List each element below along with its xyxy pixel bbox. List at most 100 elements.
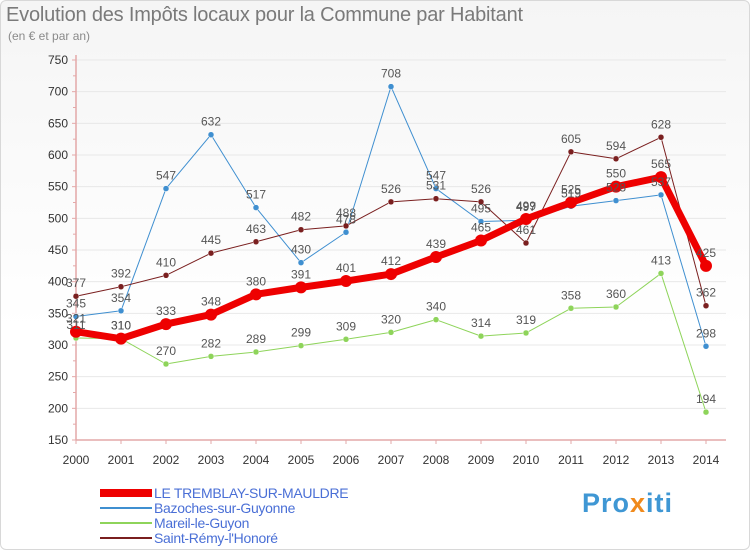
data-point bbox=[162, 272, 170, 279]
x-tick-label: 2009 bbox=[468, 453, 495, 467]
y-tick-label: 750 bbox=[48, 53, 68, 67]
data-label: 391 bbox=[291, 267, 311, 281]
x-tick-label: 2000 bbox=[63, 453, 90, 467]
data-label: 565 bbox=[651, 157, 671, 171]
data-label: 425 bbox=[696, 246, 716, 260]
data-point bbox=[342, 336, 350, 343]
y-tick-label: 600 bbox=[48, 148, 68, 162]
data-label: 298 bbox=[696, 326, 716, 340]
data-point bbox=[207, 249, 215, 257]
legend-label: Saint-Rémy-l'Honoré bbox=[154, 530, 278, 546]
logo-part-main: Pro bbox=[582, 488, 631, 518]
legend-swatch bbox=[100, 489, 152, 497]
data-point bbox=[475, 234, 487, 247]
data-label: 194 bbox=[696, 392, 716, 406]
data-label: 482 bbox=[291, 210, 311, 224]
data-label: 362 bbox=[696, 286, 716, 300]
data-point bbox=[432, 185, 440, 192]
data-label: 377 bbox=[66, 276, 86, 290]
data-label: 380 bbox=[246, 274, 266, 288]
x-tick-label: 2012 bbox=[603, 453, 630, 467]
data-label: 321 bbox=[66, 312, 86, 326]
data-label: 605 bbox=[561, 132, 581, 146]
data-label: 708 bbox=[381, 67, 401, 81]
y-tick-label: 200 bbox=[48, 401, 68, 415]
data-label: 525 bbox=[561, 183, 581, 197]
data-label: 413 bbox=[651, 253, 671, 267]
data-label: 309 bbox=[336, 319, 356, 333]
data-point bbox=[612, 303, 620, 311]
data-label: 463 bbox=[246, 222, 266, 236]
x-tick-label: 2014 bbox=[693, 453, 720, 467]
data-label: 345 bbox=[66, 297, 86, 311]
x-tick-label: 2002 bbox=[153, 453, 180, 467]
data-point bbox=[252, 348, 260, 356]
data-label: 314 bbox=[471, 316, 491, 330]
data-point bbox=[117, 283, 125, 290]
data-point bbox=[72, 292, 80, 300]
data-point bbox=[432, 195, 440, 202]
data-point bbox=[610, 180, 622, 193]
data-label: 310 bbox=[111, 319, 131, 333]
x-tick-label: 2008 bbox=[423, 453, 450, 467]
legend-label: LE TREMBLAY-SUR-MAULDRE bbox=[154, 485, 349, 501]
data-point bbox=[297, 226, 305, 233]
data-point bbox=[702, 302, 710, 309]
data-label: 270 bbox=[156, 344, 176, 358]
data-label: 340 bbox=[426, 300, 446, 314]
data-label: 628 bbox=[651, 117, 671, 131]
data-label: 495 bbox=[471, 202, 491, 216]
y-tick-label: 350 bbox=[48, 306, 68, 320]
data-point bbox=[297, 342, 305, 349]
x-tick-label: 2005 bbox=[288, 453, 315, 467]
x-tick-label: 2007 bbox=[378, 453, 405, 467]
data-label: 354 bbox=[111, 291, 131, 305]
y-tick-label: 650 bbox=[48, 116, 68, 130]
y-tick-label: 500 bbox=[48, 211, 68, 225]
data-point bbox=[162, 360, 170, 368]
data-point bbox=[342, 222, 350, 230]
data-point bbox=[115, 332, 127, 345]
y-tick-label: 250 bbox=[48, 370, 68, 384]
data-point bbox=[522, 239, 530, 247]
data-point bbox=[477, 332, 485, 340]
y-tick-label: 550 bbox=[48, 180, 68, 194]
data-label: 550 bbox=[606, 167, 626, 181]
data-point bbox=[207, 131, 215, 138]
data-point bbox=[612, 155, 620, 163]
data-label: 526 bbox=[471, 182, 491, 196]
data-label: 497 bbox=[516, 200, 536, 214]
data-label: 519 bbox=[561, 186, 581, 200]
data-label: 299 bbox=[291, 326, 311, 340]
data-label: 282 bbox=[201, 336, 221, 350]
y-tick-label: 700 bbox=[48, 85, 68, 99]
y-tick-label: 450 bbox=[48, 243, 68, 257]
chart-subtitle: (en € et par an) bbox=[8, 29, 91, 43]
data-point bbox=[297, 259, 305, 266]
logo-part-rest: iti bbox=[646, 488, 674, 518]
data-label: 547 bbox=[156, 169, 176, 183]
data-point bbox=[657, 270, 665, 277]
y-tick-label: 400 bbox=[48, 275, 68, 289]
data-point bbox=[387, 83, 395, 90]
data-point bbox=[702, 408, 710, 416]
data-point bbox=[70, 325, 82, 338]
data-label: 392 bbox=[111, 267, 131, 281]
series-line bbox=[75, 136, 707, 307]
data-label: 517 bbox=[246, 188, 266, 202]
legend-swatch bbox=[100, 537, 152, 539]
data-label: 528 bbox=[606, 181, 626, 195]
x-tick-label: 2001 bbox=[108, 453, 135, 467]
data-label: 348 bbox=[201, 295, 221, 309]
data-point bbox=[522, 329, 530, 337]
data-point bbox=[567, 305, 575, 312]
data-label: 320 bbox=[381, 312, 401, 326]
data-label: 632 bbox=[201, 115, 221, 129]
data-point bbox=[162, 185, 170, 192]
data-point bbox=[117, 307, 125, 315]
data-point bbox=[250, 288, 262, 301]
data-point bbox=[430, 250, 442, 263]
data-point bbox=[567, 148, 575, 156]
data-point bbox=[702, 343, 710, 350]
